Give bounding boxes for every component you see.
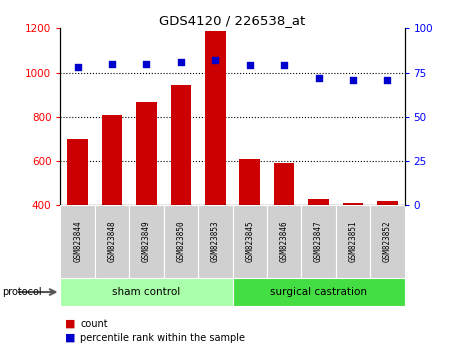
Title: GDS4120 / 226538_at: GDS4120 / 226538_at [159, 14, 306, 27]
Text: GSM823851: GSM823851 [348, 221, 358, 262]
Bar [377, 201, 398, 294]
Text: GSM823847: GSM823847 [314, 221, 323, 262]
Bar [308, 199, 329, 294]
Bar [171, 85, 191, 294]
Text: protocol: protocol [2, 287, 42, 297]
Point [177, 59, 185, 65]
Bar [205, 30, 226, 294]
Point [349, 77, 357, 82]
Bar [301, 205, 336, 278]
Text: percentile rank within the sample: percentile rank within the sample [80, 333, 246, 343]
Text: GSM823846: GSM823846 [279, 221, 289, 262]
Bar [102, 115, 122, 294]
Point [384, 77, 391, 82]
Bar [232, 205, 267, 278]
Text: ■: ■ [65, 333, 76, 343]
Text: GSM823848: GSM823848 [107, 221, 117, 262]
Bar [274, 163, 294, 294]
Bar [129, 205, 164, 278]
Bar [232, 278, 405, 306]
Bar [67, 139, 88, 294]
Bar [267, 205, 301, 278]
Text: GSM823853: GSM823853 [211, 221, 220, 262]
Bar [343, 203, 363, 294]
Point [280, 63, 288, 68]
Point [143, 61, 150, 67]
Bar [198, 205, 232, 278]
Text: sham control: sham control [113, 287, 180, 297]
Point [246, 63, 253, 68]
Text: surgical castration: surgical castration [270, 287, 367, 297]
Point [108, 61, 116, 67]
Bar [60, 205, 95, 278]
Bar [336, 205, 370, 278]
Point [315, 75, 322, 81]
Point [74, 64, 81, 70]
Text: ■: ■ [65, 319, 76, 329]
Bar [239, 159, 260, 294]
Text: GSM823849: GSM823849 [142, 221, 151, 262]
Text: GSM823852: GSM823852 [383, 221, 392, 262]
Bar [60, 278, 232, 306]
Point [212, 57, 219, 63]
Bar [370, 205, 405, 278]
Bar [95, 205, 129, 278]
Text: GSM823844: GSM823844 [73, 221, 82, 262]
Text: GSM823850: GSM823850 [176, 221, 186, 262]
Bar [136, 102, 157, 294]
Text: count: count [80, 319, 108, 329]
Text: GSM823845: GSM823845 [245, 221, 254, 262]
Bar [164, 205, 198, 278]
